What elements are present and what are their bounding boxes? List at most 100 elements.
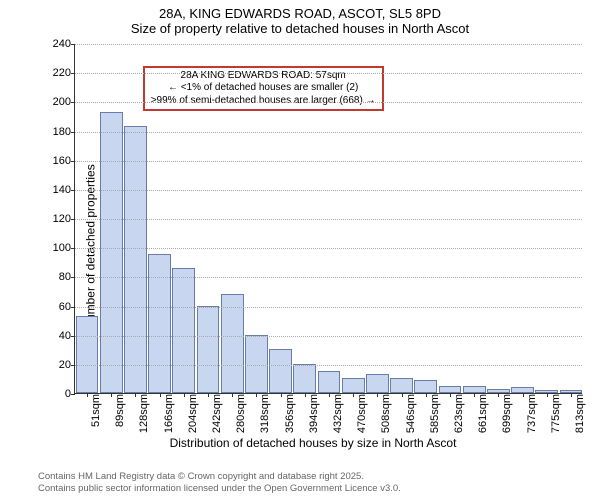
histogram-bar xyxy=(269,349,292,393)
gridline xyxy=(75,365,582,366)
ytick-label: 140 xyxy=(45,184,71,196)
xtick-label: 356sqm xyxy=(284,394,296,433)
xtick-label: 699sqm xyxy=(501,394,513,433)
histogram-bar xyxy=(414,380,437,393)
annotation-line1: 28A KING EDWARDS ROAD: 57sqm xyxy=(151,70,376,83)
ytick-label: 120 xyxy=(45,213,71,225)
histogram-bar xyxy=(293,364,316,393)
histogram-bar xyxy=(221,294,244,393)
ytick-mark xyxy=(71,132,75,133)
xtick-label: 280sqm xyxy=(235,394,247,433)
xtick-mark xyxy=(256,393,257,397)
xtick-mark xyxy=(184,393,185,397)
xtick-mark xyxy=(523,393,524,397)
ytick-mark xyxy=(71,102,75,103)
ytick-label: 160 xyxy=(45,155,71,167)
ytick-mark xyxy=(71,394,75,395)
xtick-label: 242sqm xyxy=(211,394,223,433)
ytick-label: 100 xyxy=(45,242,71,254)
histogram-bar xyxy=(463,386,486,393)
ytick-label: 0 xyxy=(45,388,71,400)
xtick-label: 89sqm xyxy=(114,394,126,427)
histogram-bar xyxy=(172,268,195,393)
ytick-mark xyxy=(71,190,75,191)
ytick-label: 80 xyxy=(45,271,71,283)
x-axis-label: Distribution of detached houses by size … xyxy=(36,436,590,450)
ytick-mark xyxy=(71,248,75,249)
gridline xyxy=(75,102,582,103)
footer-line1: Contains HM Land Registry data © Crown c… xyxy=(38,471,401,482)
xtick-mark xyxy=(111,393,112,397)
xtick-mark xyxy=(547,393,548,397)
xtick-mark xyxy=(353,393,354,397)
xtick-mark xyxy=(402,393,403,397)
xtick-label: 51sqm xyxy=(90,394,102,427)
ytick-label: 200 xyxy=(45,96,71,108)
histogram-bar xyxy=(148,254,171,393)
xtick-mark xyxy=(377,393,378,397)
chart-title-block: 28A, KING EDWARDS ROAD, ASCOT, SL5 8PD S… xyxy=(0,0,600,36)
gridline xyxy=(75,132,582,133)
histogram-bar xyxy=(318,371,341,393)
xtick-label: 546sqm xyxy=(405,394,417,433)
ytick-mark xyxy=(71,365,75,366)
xtick-label: 623sqm xyxy=(453,394,465,433)
xtick-mark xyxy=(426,393,427,397)
histogram-bar xyxy=(439,386,462,393)
chart-title-line2: Size of property relative to detached ho… xyxy=(0,21,600,36)
xtick-mark xyxy=(305,393,306,397)
ytick-label: 240 xyxy=(45,38,71,50)
xtick-label: 432sqm xyxy=(332,394,344,433)
gridline xyxy=(75,190,582,191)
gridline xyxy=(75,73,582,74)
xtick-label: 470sqm xyxy=(356,394,368,433)
gridline xyxy=(75,336,582,337)
xtick-mark xyxy=(160,393,161,397)
ytick-label: 40 xyxy=(45,330,71,342)
xtick-mark xyxy=(474,393,475,397)
xtick-mark xyxy=(281,393,282,397)
ytick-label: 60 xyxy=(45,301,71,313)
xtick-label: 737sqm xyxy=(526,394,538,433)
ytick-mark xyxy=(71,219,75,220)
xtick-mark xyxy=(135,393,136,397)
xtick-label: 204sqm xyxy=(187,394,199,433)
xtick-mark xyxy=(450,393,451,397)
ytick-label: 180 xyxy=(45,126,71,138)
xtick-mark xyxy=(87,393,88,397)
chart-title-line1: 28A, KING EDWARDS ROAD, ASCOT, SL5 8PD xyxy=(0,6,600,21)
histogram-bar xyxy=(76,316,99,393)
ytick-label: 20 xyxy=(45,359,71,371)
xtick-mark xyxy=(329,393,330,397)
gridline xyxy=(75,219,582,220)
gridline xyxy=(75,44,582,45)
xtick-label: 813sqm xyxy=(574,394,586,433)
xtick-mark xyxy=(498,393,499,397)
xtick-label: 128sqm xyxy=(138,394,150,433)
xtick-mark xyxy=(571,393,572,397)
xtick-label: 508sqm xyxy=(380,394,392,433)
xtick-mark xyxy=(232,393,233,397)
gridline xyxy=(75,307,582,308)
ytick-mark xyxy=(71,307,75,308)
xtick-label: 661sqm xyxy=(477,394,489,433)
plot-area: 28A KING EDWARDS ROAD: 57sqm ← <1% of de… xyxy=(74,44,582,394)
histogram-bar xyxy=(390,378,413,393)
histogram-bar xyxy=(124,126,147,393)
ytick-mark xyxy=(71,161,75,162)
histogram-bar xyxy=(366,374,389,393)
footer-attribution: Contains HM Land Registry data © Crown c… xyxy=(38,471,401,494)
xtick-label: 585sqm xyxy=(429,394,441,433)
ytick-mark xyxy=(71,277,75,278)
chart-container: Number of detached properties 28A KING E… xyxy=(36,40,590,454)
ytick-label: 220 xyxy=(45,67,71,79)
xtick-label: 318sqm xyxy=(259,394,271,433)
xtick-mark xyxy=(208,393,209,397)
annotation-line3: >99% of semi-detached houses are larger … xyxy=(151,95,376,108)
annotation-line2: ← <1% of detached houses are smaller (2) xyxy=(151,82,376,95)
xtick-label: 394sqm xyxy=(308,394,320,433)
histogram-bar xyxy=(197,306,220,394)
gridline xyxy=(75,161,582,162)
gridline xyxy=(75,248,582,249)
histogram-bar xyxy=(100,112,123,393)
